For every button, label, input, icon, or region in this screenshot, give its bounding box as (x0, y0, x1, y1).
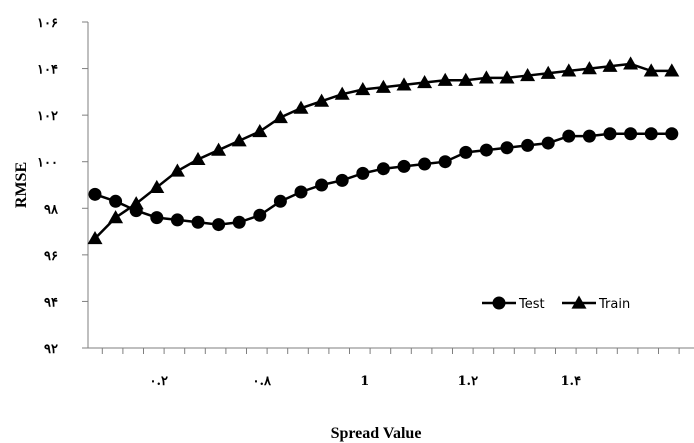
x-axis: ۰.۲ ۰.۸ 1 1.۲ 1.۴ (88, 347, 694, 389)
test-point (541, 136, 555, 150)
test-point (315, 178, 329, 192)
train-point (334, 86, 350, 100)
train-point (571, 295, 587, 309)
train-point (396, 77, 412, 91)
y-tick-label: ۱۰۲ (37, 109, 58, 124)
train-point (272, 109, 288, 124)
test-point (665, 127, 679, 141)
train-point (190, 151, 206, 166)
test-point (418, 157, 432, 171)
train-point (643, 63, 659, 77)
y-tick-label: ۹۴ (44, 295, 58, 310)
x-axis-title: Spread Value (331, 425, 422, 442)
train-point (169, 163, 185, 177)
train-point (623, 56, 639, 70)
test-point (273, 194, 287, 208)
legend-label: Train (598, 297, 630, 312)
test-point (212, 218, 226, 232)
test-point (644, 127, 658, 141)
train-point (540, 65, 556, 79)
y-tick-label: ۱۰۴ (37, 63, 58, 78)
series-test (88, 127, 679, 232)
legend-label: Test (518, 297, 545, 312)
train-point (664, 63, 680, 77)
train-point (602, 58, 618, 72)
x-tick-label: ۰.۲ (150, 374, 169, 389)
series-line-test (94, 132, 672, 226)
train-point (417, 75, 433, 89)
test-point (397, 159, 411, 173)
train-point (231, 133, 247, 147)
test-point (521, 138, 535, 152)
train-point (128, 196, 144, 210)
test-point (170, 213, 184, 227)
y-tick-label: ۱۰۰ (37, 156, 58, 171)
test-point (500, 141, 514, 155)
test-point (294, 185, 308, 199)
test-point (479, 143, 493, 157)
test-point (492, 296, 506, 310)
test-point (88, 187, 102, 201)
train-point (314, 93, 330, 107)
train-point (108, 210, 124, 224)
test-point (624, 127, 638, 141)
train-point (478, 70, 494, 84)
test-point (603, 127, 617, 141)
x-tick-label: 1 (360, 374, 369, 389)
train-point (520, 68, 536, 82)
legend: Test Train (482, 295, 630, 312)
test-point (232, 215, 246, 229)
train-point (211, 142, 227, 156)
train-point (437, 72, 453, 86)
x-tick-label: ۰.۸ (253, 374, 273, 389)
test-point (109, 194, 123, 208)
series-train (87, 56, 680, 245)
train-point (293, 100, 309, 114)
y-axis-title: RMSE (13, 162, 30, 208)
series-layer (87, 56, 680, 245)
y-tick-label: ۹۶ (44, 249, 58, 264)
legend-item-train: Train (562, 295, 630, 312)
test-point (356, 166, 370, 180)
train-point (458, 72, 474, 86)
test-point (459, 145, 473, 159)
y-tick-label: ۱۰۶ (37, 16, 58, 31)
train-point (355, 82, 371, 96)
train-point (499, 70, 515, 84)
train-point (581, 61, 597, 75)
test-point (253, 208, 267, 222)
test-point (150, 211, 164, 225)
train-point (252, 123, 268, 138)
test-point (191, 215, 205, 229)
train-point (561, 63, 577, 77)
train-point (375, 79, 391, 93)
train-point (87, 231, 103, 245)
y-axis: ۹۲ ۹۴ ۹۶ ۹۸ ۱۰۰ ۱۰۲ ۱۰۴ ۱۰۶ (37, 16, 89, 357)
train-point (149, 179, 165, 193)
test-point (376, 162, 390, 176)
x-tick-label: 1.۲ (458, 374, 479, 389)
x-tick-label: 1.۴ (561, 374, 582, 389)
test-point (582, 129, 596, 143)
test-point (335, 173, 349, 187)
legend-item-test: Test (482, 296, 545, 312)
test-point (562, 129, 576, 143)
test-point (438, 155, 452, 169)
y-tick-label: ۹۸ (44, 202, 59, 217)
y-tick-label: ۹۲ (44, 342, 58, 357)
